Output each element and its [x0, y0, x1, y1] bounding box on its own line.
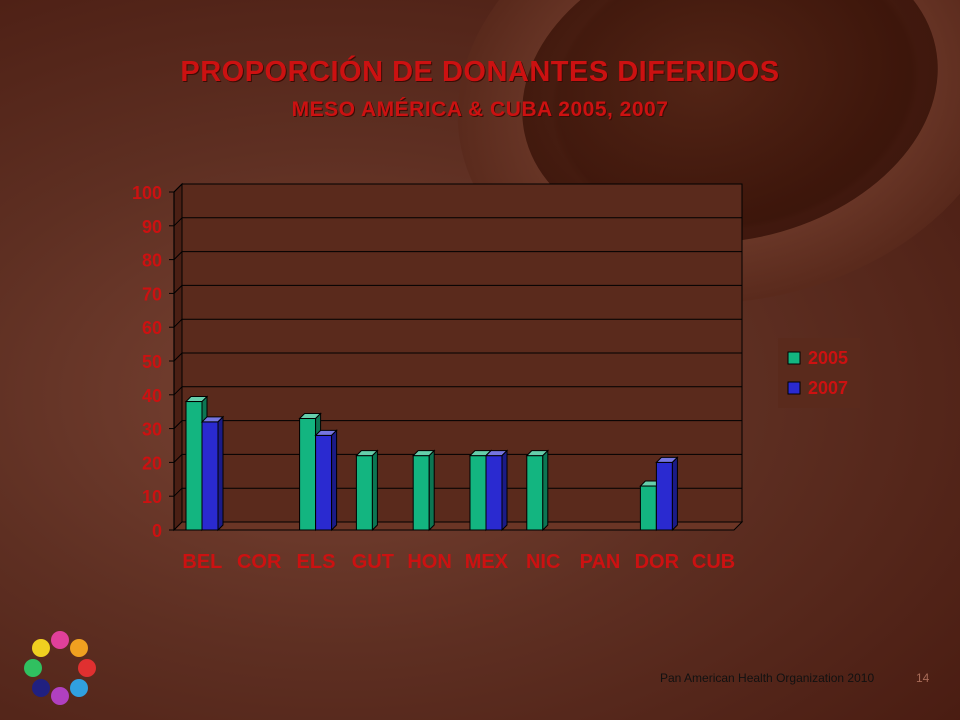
x-tick-label-ELS: ELS — [297, 551, 336, 573]
legend-box — [778, 338, 860, 408]
x-tick-label-MEX: MEX — [465, 551, 509, 573]
bar-side-2005-NIC — [542, 449, 549, 532]
legend-label-2005: 2005 — [808, 348, 848, 368]
x-tick-label-BEL: BEL — [182, 551, 222, 573]
hearts-logo-icon — [24, 631, 96, 705]
x-tick-label-GUT: GUT — [352, 551, 394, 573]
slide-title: PROPORCIÓN DE DONANTES DIFERIDOS — [180, 56, 780, 88]
x-tick-label-PAN: PAN — [580, 551, 621, 573]
y-tick-label: 80 — [142, 251, 162, 271]
bar-side-2005-HON — [428, 449, 435, 532]
y-tick-label: 30 — [142, 420, 162, 440]
gridline-side — [173, 318, 183, 328]
slide-subtitle: MESO AMÉRICA & CUBA 2005, 2007 — [291, 98, 669, 121]
bar-2005-HON — [412, 455, 430, 531]
gridline-side — [173, 285, 183, 294]
legend-swatch-2007 — [787, 381, 801, 395]
bar-side-2007-DOR — [671, 456, 678, 532]
gridline-side — [173, 454, 183, 463]
bar-side-2007-MEX — [501, 449, 508, 532]
x-tick-label-NIC: NIC — [526, 551, 560, 573]
bar-2005-BEL — [185, 401, 203, 531]
gridline-side — [173, 183, 183, 193]
gridline-side — [173, 386, 183, 396]
y-tick-label: 100 — [132, 183, 162, 203]
bar-side-2005-GUT — [371, 449, 378, 532]
x-tick-label-CUB: CUB — [692, 551, 735, 573]
y-tick-label: 10 — [142, 487, 162, 507]
legend-label-2007: 2007 — [808, 378, 848, 398]
bar-2007-DOR — [655, 461, 673, 531]
legend-swatch-2005 — [787, 351, 801, 365]
y-tick-label: 60 — [142, 318, 162, 338]
bar-2005-NIC — [526, 455, 544, 531]
bar-2005-MEX — [469, 455, 487, 531]
y-tick-label: 0 — [152, 521, 162, 541]
bar-2005-GUT — [355, 455, 373, 531]
bar-side-2007-BEL — [217, 415, 224, 532]
x-tick-label-COR: COR — [237, 551, 282, 573]
page-number: 14 — [916, 671, 930, 685]
x-tick-label-HON: HON — [407, 551, 451, 573]
x-tick-label-DOR: DOR — [635, 551, 680, 573]
gridline-side — [173, 352, 183, 362]
gridline-side — [173, 487, 183, 497]
footer-text: Pan American Health Organization 2010 — [660, 671, 875, 685]
bar-2007-BEL — [201, 421, 219, 531]
y-tick-label: 40 — [142, 386, 162, 406]
y-tick-label: 90 — [142, 217, 162, 237]
bar-2007-MEX — [485, 455, 503, 531]
bar-2005-ELS — [299, 417, 317, 531]
gridline-side — [173, 420, 183, 429]
gridline-side — [173, 217, 183, 227]
y-tick-label: 50 — [142, 352, 162, 372]
gridline-side — [173, 251, 183, 260]
y-tick-label: 70 — [142, 284, 162, 304]
bar-2005-DOR — [639, 485, 657, 531]
bar-side-2007-ELS — [331, 429, 338, 532]
y-tick-label: 20 — [142, 453, 162, 473]
bar-2007-ELS — [315, 434, 333, 531]
